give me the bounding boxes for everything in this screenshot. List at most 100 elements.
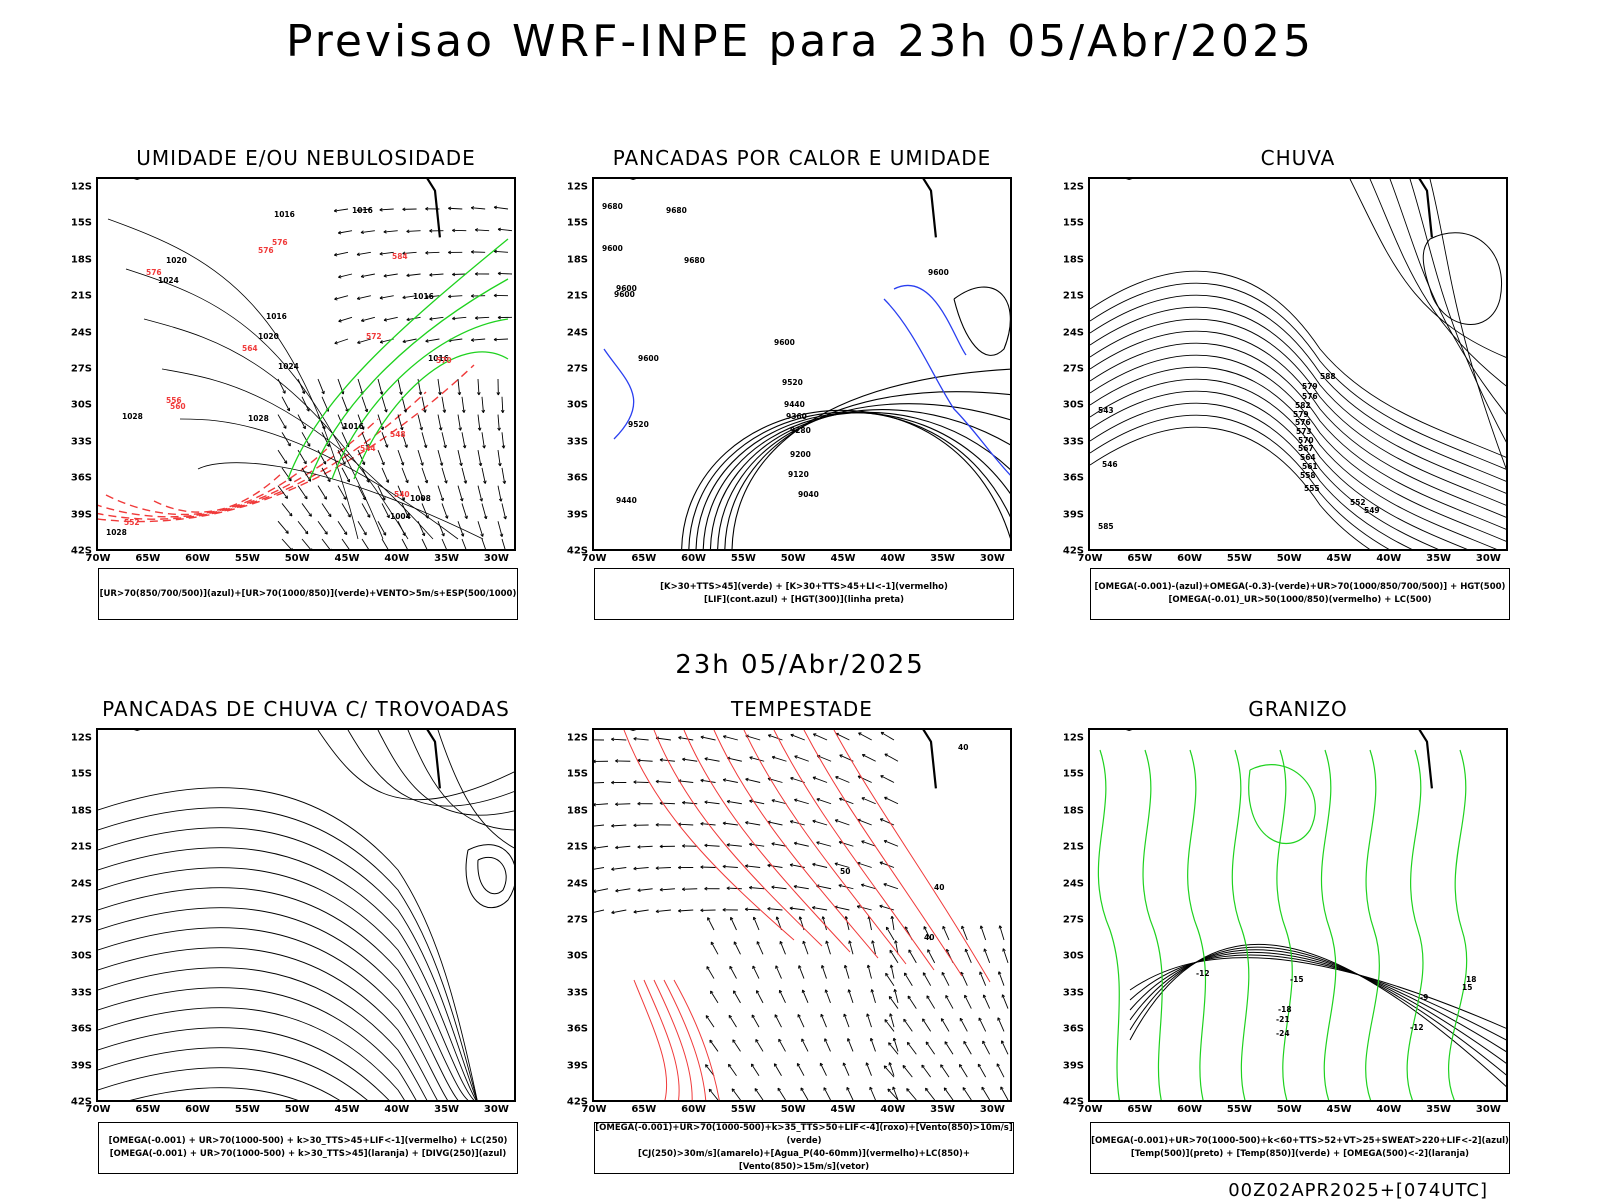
lon-tick-label: 55W: [1227, 553, 1252, 564]
lat-tick-label: 15S: [71, 218, 92, 229]
contour-label: 1016: [274, 210, 295, 219]
lon-tick-label: 35W: [434, 553, 459, 564]
lat-tick-label: 15S: [1063, 769, 1084, 780]
wind-vectors: [334, 206, 512, 344]
lon-tick-label: 55W: [235, 553, 260, 564]
lon-tick-label: 30W: [1476, 553, 1501, 564]
humidity-contour: [354, 352, 508, 479]
panel-legend: [UR>70(850/700/500)](azul)+[UR>70(1000/8…: [98, 568, 518, 620]
lat-tick-label: 24S: [1063, 878, 1084, 889]
streamline: [98, 868, 478, 1102]
lon-tick-label: 60W: [681, 553, 706, 564]
lat-tick-label: 36S: [567, 473, 588, 484]
lat-tick-label: 33S: [71, 436, 92, 447]
lon-tick-label: 45W: [335, 553, 360, 564]
lon-tick-label: 70W: [582, 1104, 607, 1115]
contour-label: 40: [934, 883, 944, 892]
legend-line: [OMEGA(-0.001)+UR>70(1000-500)+k>35_TTS>…: [595, 1122, 1013, 1148]
lat-tick-label: 12S: [1063, 182, 1084, 193]
lat-tick-label: 27S: [1063, 364, 1084, 375]
hgt300-contour: [703, 412, 1012, 551]
hgt300-contour: [725, 392, 1012, 551]
lat-tick-label: 33S: [567, 987, 588, 998]
contour-label: 1020: [166, 256, 187, 265]
panel-legend: [OMEGA(-0.001)+UR>70(1000-500)+k<60+TTS>…: [1090, 1122, 1510, 1174]
lat-tick-label: 21S: [1063, 291, 1084, 302]
contour-label: 573: [1296, 427, 1312, 436]
contour-label: 9600: [774, 338, 795, 347]
lat-tick-label: 15S: [567, 218, 588, 229]
lon-tick-label: 35W: [930, 1104, 955, 1115]
lon-tick-label: 70W: [1078, 553, 1103, 564]
lon-tick-label: 65W: [1127, 553, 1152, 564]
contour-label: 576: [272, 238, 288, 247]
contour-label: -18: [1278, 1005, 1292, 1014]
streamline: [408, 730, 516, 830]
contour-label: 1024: [278, 362, 299, 371]
contour-label: 9200: [790, 450, 811, 459]
lat-tick-label: 27S: [567, 915, 588, 926]
legend-line: [UR>70(850/700/500)](azul)+[UR>70(1000/8…: [99, 588, 517, 601]
lif-contour: [884, 299, 1012, 479]
lon-tick-label: 30W: [484, 553, 509, 564]
contour-label: 1028: [122, 412, 143, 421]
contour-label: 543: [1098, 406, 1114, 415]
contour-label: 540: [394, 490, 410, 499]
contour-label: 9520: [782, 378, 803, 387]
lat-tick-label: 36S: [71, 473, 92, 484]
lon-tick-label: 45W: [1327, 553, 1352, 564]
lon-tick-label: 35W: [1426, 553, 1451, 564]
lat-tick-label: 33S: [71, 987, 92, 998]
lon-tick-label: 70W: [86, 553, 111, 564]
contour-label: 9600: [638, 354, 659, 363]
streamline: [1423, 233, 1501, 325]
run-info-footer: 00Z02APR2025+[074UTC]: [1228, 1180, 1488, 1201]
lon-tick-label: 30W: [980, 553, 1005, 564]
contour-label: 558: [1300, 471, 1316, 480]
lon-tick-label: 65W: [1127, 1104, 1152, 1115]
lat-tick-label: 33S: [1063, 436, 1084, 447]
contour-label: 546: [1102, 460, 1118, 469]
lat-tick-label: 27S: [1063, 915, 1084, 926]
lat-tick-label: 12S: [71, 182, 92, 193]
lon-tick-label: 40W: [1376, 1104, 1401, 1115]
contour-label: 564: [1300, 453, 1316, 462]
contour-label: -9: [1420, 993, 1428, 1002]
contour-label: 9280: [790, 426, 811, 435]
humidity-contour: [288, 239, 508, 479]
lat-tick-label: 18S: [71, 254, 92, 265]
contour-label: -24: [1276, 1029, 1290, 1038]
contour-label: 50: [840, 867, 850, 876]
lat-tick-label: 36S: [1063, 473, 1084, 484]
temp850-contour: [1098, 750, 1120, 1102]
lon-tick-label: 45W: [831, 553, 856, 564]
lat-tick-label: 18S: [567, 805, 588, 816]
contour-label: -12: [1196, 969, 1210, 978]
lon-tick-label: 40W: [384, 1104, 409, 1115]
lon-tick-label: 60W: [185, 553, 210, 564]
temp500-contour: [1130, 950, 1508, 1066]
lc850-contour: [804, 730, 962, 976]
panel-title: TEMPESTADE: [592, 697, 1012, 721]
forecast-time-subtitle: 23h 05/Abr/2025: [0, 650, 1600, 680]
lat-tick-label: 39S: [1063, 1060, 1084, 1071]
contour-label: 9680: [602, 202, 623, 211]
contour-label: 572: [366, 332, 382, 341]
temp850-contour: [1143, 750, 1162, 1102]
lat-tick-label: 12S: [567, 182, 588, 193]
map-frame: [96, 728, 516, 1102]
panel-legend: [OMEGA(-0.001)+UR>70(1000-500)+k>35_TTS>…: [594, 1122, 1014, 1174]
lat-tick-label: 33S: [1063, 987, 1084, 998]
page-title: Previsao WRF-INPE para 23h 05/Abr/2025: [0, 16, 1600, 67]
contour-label: 564: [242, 344, 258, 353]
hgt300-contour: [696, 413, 1012, 551]
contour-label: 1016: [413, 292, 434, 301]
contour-label: 9040: [798, 490, 819, 499]
streamline: [98, 828, 478, 1102]
